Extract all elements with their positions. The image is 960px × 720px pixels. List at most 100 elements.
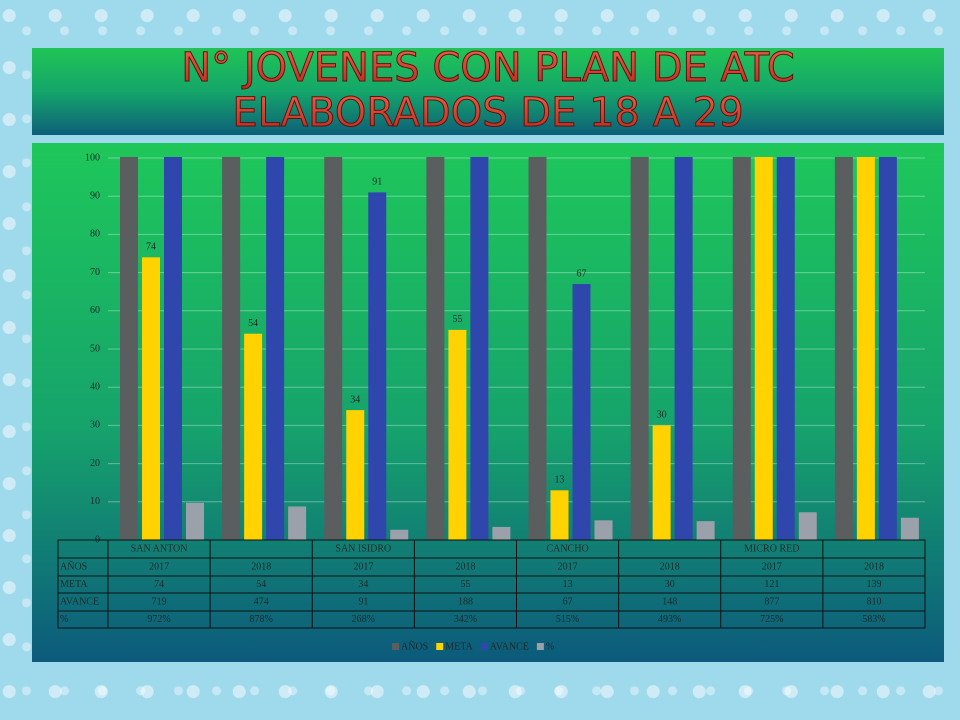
table-cell: 121 (764, 579, 779, 590)
group-label: SAN ANTON (131, 543, 188, 554)
table-cell: 2018 (251, 561, 271, 572)
bar (426, 157, 445, 540)
group-label: SAN ISIDRO (335, 543, 391, 554)
legend-label: META (445, 641, 473, 652)
table-cell: 74 (154, 579, 164, 590)
table-cell: 2017 (149, 561, 169, 572)
legend-swatch (436, 643, 444, 650)
table-cell: 810 (866, 596, 881, 607)
y-tick-label: 10 (90, 496, 100, 507)
legend-swatch (392, 643, 399, 650)
bar (346, 410, 365, 540)
table-cell: 474 (254, 596, 269, 607)
table-cell: 2018 (455, 561, 475, 572)
table-cell: 30 (665, 579, 675, 590)
bar (324, 157, 343, 540)
row-label: AVANCE (60, 596, 99, 607)
table-cell: 583% (862, 614, 885, 625)
bar (856, 157, 875, 540)
table-cell: 2017 (558, 561, 578, 572)
table-cell: 878% (250, 614, 273, 625)
table-cell: 139 (866, 579, 881, 590)
row-label: AÑOS (60, 560, 87, 572)
bar (834, 157, 853, 540)
table-cell: 13 (563, 579, 573, 590)
y-tick-label: 100 (85, 152, 100, 163)
bar (630, 157, 649, 540)
table-cell: 972% (147, 614, 170, 625)
table-cell: 188 (458, 596, 473, 607)
row-label: % (60, 614, 68, 625)
table-cell: 91 (358, 596, 368, 607)
bar (732, 157, 751, 540)
table-cell: 2018 (864, 561, 884, 572)
data-label: 30 (657, 410, 667, 421)
bar (572, 284, 591, 540)
y-tick-label: 70 (90, 267, 100, 278)
bar (222, 157, 241, 540)
table-cell: 55 (460, 579, 470, 590)
legend-label: AÑOS (401, 640, 428, 652)
bar (550, 490, 569, 540)
title-line: ELABORADOS DE 18 A 29 (232, 90, 743, 136)
bar (470, 157, 489, 541)
y-tick-label: 40 (90, 381, 100, 392)
table-cell: 493% (658, 614, 681, 625)
bar (244, 333, 263, 540)
data-label: 74 (146, 242, 156, 253)
bar (186, 502, 204, 540)
data-label: 55 (452, 314, 462, 325)
table-cell: 67 (563, 596, 573, 607)
table-cell: 719 (152, 596, 167, 607)
table-cell: 2018 (660, 561, 680, 572)
y-tick-label: 20 (90, 458, 100, 469)
title-band (32, 48, 944, 135)
bar (288, 506, 307, 540)
bar (878, 157, 897, 540)
y-tick-label: 90 (90, 190, 100, 201)
data-label: 54 (248, 318, 258, 329)
bars (120, 157, 919, 541)
table-cell: 342% (454, 614, 477, 625)
legend-label: AVANCE (490, 641, 529, 652)
legend-label: % (546, 641, 554, 652)
table-cell: 268% (352, 614, 375, 625)
bar (754, 157, 773, 540)
bar (266, 157, 285, 540)
legend-swatch (536, 643, 544, 650)
table-cell: 515% (556, 614, 579, 625)
bar (142, 257, 160, 540)
bar (120, 157, 138, 540)
table-cell: 148 (662, 596, 677, 607)
table-cell: 725% (760, 614, 783, 625)
group-label: CANCHO (546, 543, 588, 554)
bar (674, 157, 693, 540)
row-label: META (60, 579, 88, 590)
bar (776, 157, 795, 540)
y-tick-label: 50 (90, 343, 100, 354)
table-cell: 54 (256, 579, 266, 590)
group-label: MICRO RED (744, 543, 799, 554)
legend-swatch (480, 643, 488, 650)
y-tick-label: 60 (90, 305, 100, 316)
bar (390, 529, 409, 540)
data-label: 13 (555, 475, 565, 486)
bar (368, 192, 387, 540)
data-label: 91 (372, 177, 382, 188)
bar (798, 512, 817, 540)
bar (164, 157, 182, 540)
table-cell: 2017 (353, 561, 373, 572)
bar (594, 520, 613, 540)
bar (900, 517, 919, 540)
y-tick-label: 30 (90, 420, 100, 431)
table-cell: 2017 (762, 561, 782, 572)
title-line: N° JOVENES CON PLAN DE ATC (181, 45, 795, 91)
bar (448, 329, 467, 540)
data-label: 67 (577, 268, 587, 279)
bar (492, 526, 511, 540)
table-cell: 877 (764, 596, 779, 607)
y-tick-label: 80 (90, 229, 100, 240)
data-table: SAN ANTON SAN ISIDRO CANCHO MICRO RED AÑOS 20… (57, 539, 926, 629)
table-cell: 34 (358, 579, 368, 590)
